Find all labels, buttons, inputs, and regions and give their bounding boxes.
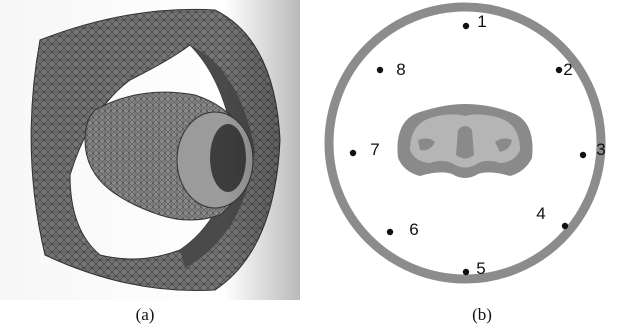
outer-ring bbox=[324, 2, 606, 284]
left-organ bbox=[418, 138, 435, 151]
electrode-dot-2 bbox=[555, 66, 563, 74]
electrode-dot-6 bbox=[386, 228, 394, 236]
electrode-dot-8 bbox=[376, 66, 384, 74]
panel-a-mesh-figure: (a) bbox=[0, 0, 300, 329]
panel-b-cross-section: 1 2 3 4 5 6 7 8 (b) bbox=[310, 0, 621, 329]
caption-a: (a) bbox=[135, 305, 155, 324]
electrode-dot-1 bbox=[462, 22, 470, 30]
electrode-dot-4 bbox=[561, 222, 569, 230]
electrode-label-6: 6 bbox=[409, 220, 419, 239]
electrode-label-7: 7 bbox=[370, 140, 380, 159]
spine-region bbox=[456, 126, 474, 159]
electrode-label-4: 4 bbox=[536, 204, 546, 223]
electrode-label-1: 1 bbox=[477, 12, 487, 31]
caption-b: (b) bbox=[472, 305, 492, 324]
right-organ bbox=[495, 138, 512, 152]
electrode-dot-5 bbox=[462, 268, 470, 276]
electrode-dot-3 bbox=[579, 151, 587, 159]
cross-section-illustration bbox=[324, 2, 606, 284]
electrode-label-3: 3 bbox=[596, 140, 606, 159]
electrode-dot-7 bbox=[349, 149, 357, 157]
electrode-label-8: 8 bbox=[396, 60, 406, 79]
electrode-markers bbox=[349, 22, 587, 276]
mesh-cylinder-illustration bbox=[0, 0, 300, 300]
electrode-label-5: 5 bbox=[476, 259, 486, 278]
electrode-label-2: 2 bbox=[563, 60, 573, 79]
